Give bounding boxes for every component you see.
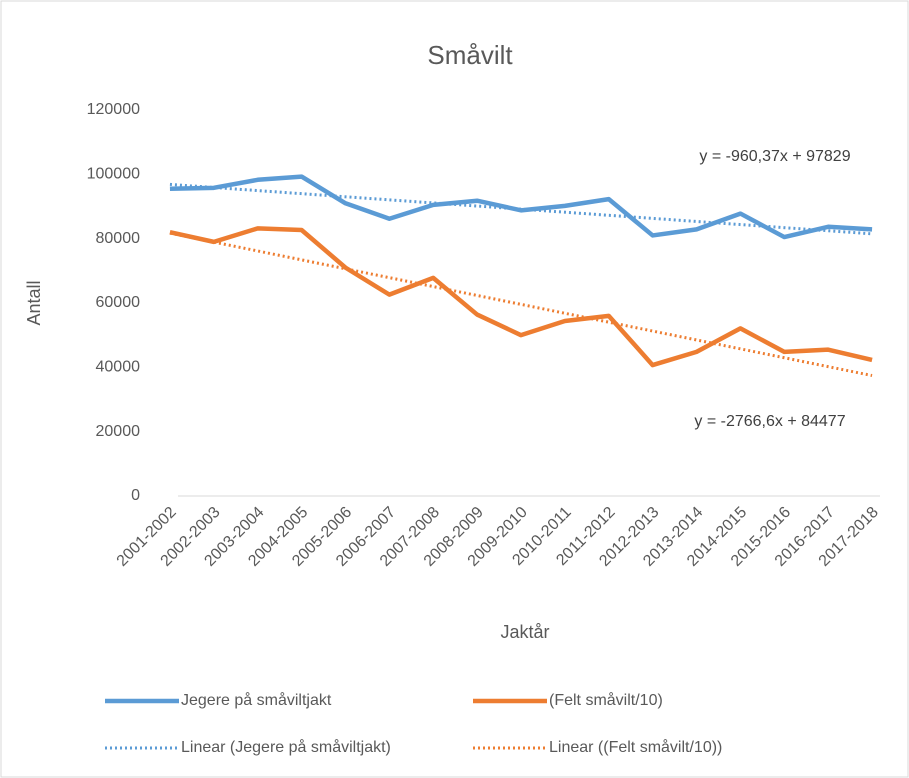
- trendline-label: y = -960,37x + 97829: [699, 148, 850, 165]
- y-tick-label: 120000: [87, 101, 140, 118]
- trendline-label: y = -2766,6x + 84477: [694, 413, 845, 430]
- y-axis-title: Antall: [24, 280, 44, 325]
- y-tick-label: 0: [131, 487, 140, 504]
- legend-label: (Felt småvilt/10): [549, 691, 663, 709]
- y-tick-label: 100000: [87, 166, 140, 183]
- y-tick-label: 40000: [96, 359, 141, 376]
- x-axis-title: Jaktår: [500, 622, 549, 642]
- y-tick-label: 20000: [96, 423, 141, 440]
- legend-label: Jegere på småviltjakt: [181, 691, 332, 709]
- y-tick-label: 80000: [96, 230, 141, 247]
- series-line: [169, 174, 873, 240]
- legend-label: Linear (Jegere på småviltjakt): [181, 738, 391, 756]
- chart-title: Småvilt: [427, 40, 513, 70]
- series-line: [169, 226, 873, 368]
- y-tick-label: 60000: [96, 294, 141, 311]
- legend-label: Linear ((Felt småvilt/10)): [549, 738, 722, 756]
